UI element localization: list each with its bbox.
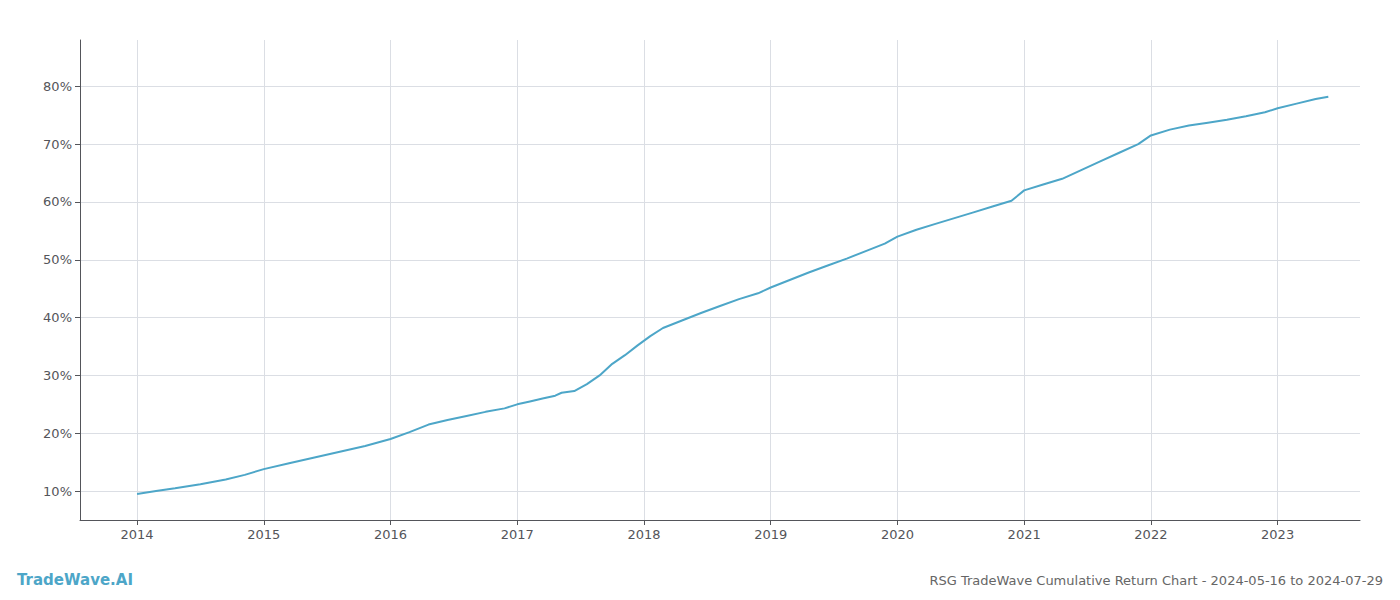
svg-text:30%: 30%: [43, 368, 72, 383]
svg-text:2017: 2017: [501, 527, 534, 542]
svg-text:60%: 60%: [43, 194, 72, 209]
svg-text:50%: 50%: [43, 252, 72, 267]
svg-text:2023: 2023: [1261, 527, 1294, 542]
svg-text:2021: 2021: [1008, 527, 1041, 542]
svg-text:2015: 2015: [247, 527, 280, 542]
svg-text:2014: 2014: [120, 527, 153, 542]
svg-text:2019: 2019: [754, 527, 787, 542]
svg-text:10%: 10%: [43, 484, 72, 499]
svg-text:2020: 2020: [881, 527, 914, 542]
svg-text:2022: 2022: [1134, 527, 1167, 542]
svg-text:RSG TradeWave Cumulative Retur: RSG TradeWave Cumulative Return Chart - …: [929, 573, 1383, 588]
svg-text:TradeWave.AI: TradeWave.AI: [17, 571, 133, 589]
svg-text:80%: 80%: [43, 79, 72, 94]
svg-text:20%: 20%: [43, 426, 72, 441]
svg-text:70%: 70%: [43, 137, 72, 152]
svg-text:40%: 40%: [43, 310, 72, 325]
svg-text:2016: 2016: [374, 527, 407, 542]
svg-text:2018: 2018: [627, 527, 660, 542]
